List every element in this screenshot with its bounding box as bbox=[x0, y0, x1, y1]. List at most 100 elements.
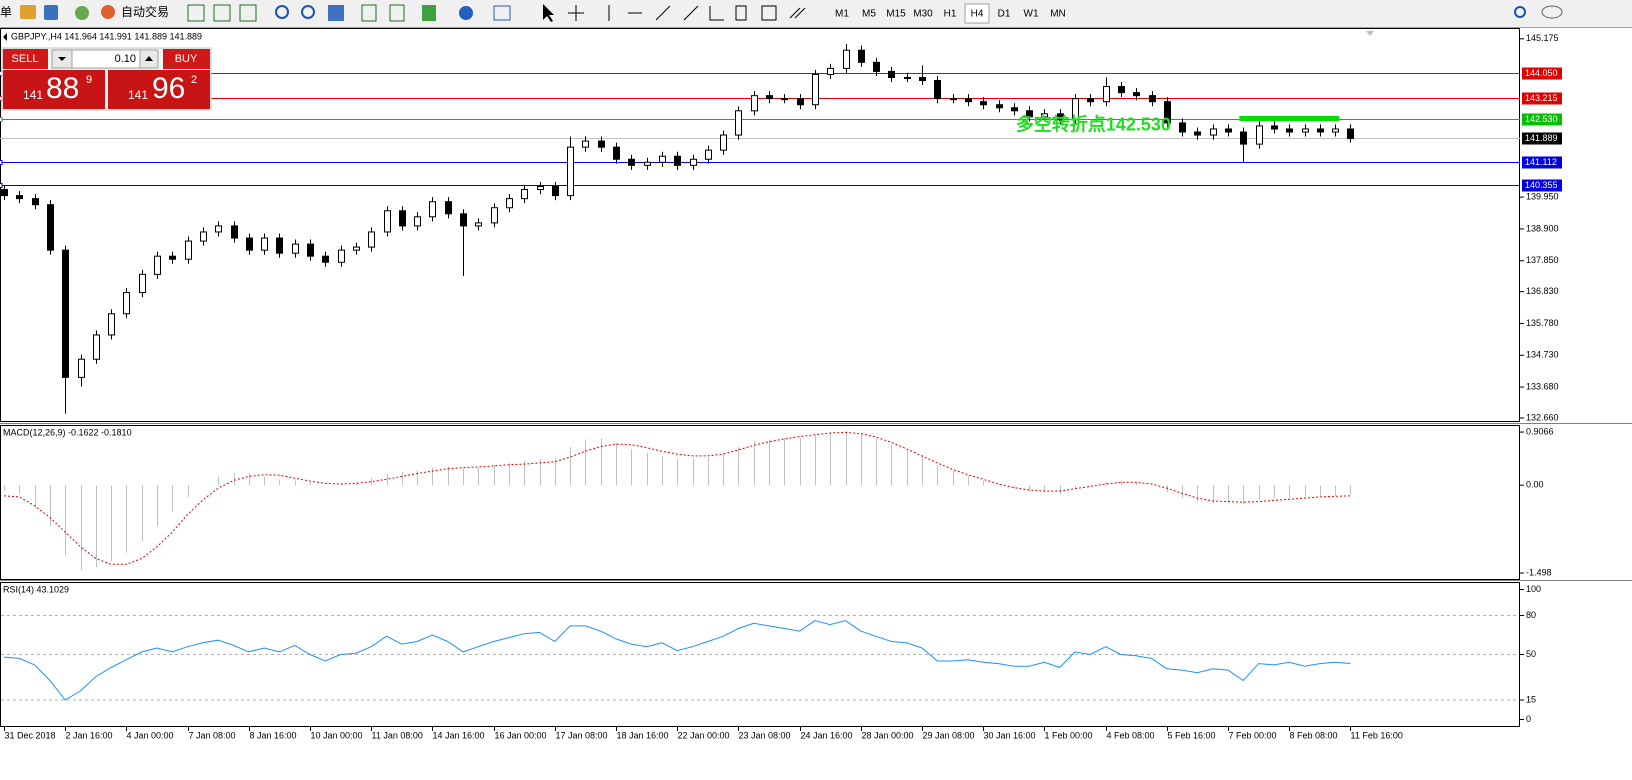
icon[interactable] bbox=[187, 4, 205, 22]
candle-body bbox=[674, 155, 681, 166]
label-tool[interactable] bbox=[761, 5, 777, 21]
buy-price-point[interactable]: 2 bbox=[191, 74, 197, 86]
candle-body bbox=[659, 155, 666, 163]
y-tick-label: 136.830 bbox=[1526, 286, 1559, 296]
x-tick-label: 5 Feb 16:00 bbox=[1168, 730, 1216, 740]
candle-body bbox=[751, 95, 758, 112]
sell-price-box[interactable] bbox=[3, 70, 105, 109]
y-tick-label: 145.175 bbox=[1526, 33, 1559, 43]
candle-body bbox=[1057, 113, 1064, 121]
timeframe-button[interactable]: M15 bbox=[886, 9, 906, 20]
candle-body bbox=[766, 95, 773, 100]
candle-body bbox=[78, 358, 85, 378]
icon[interactable] bbox=[20, 5, 36, 19]
icon[interactable] bbox=[389, 4, 405, 22]
text-tool[interactable] bbox=[735, 5, 747, 21]
candle-body bbox=[338, 249, 345, 263]
pivot-marker bbox=[1239, 115, 1340, 121]
timeframe-button[interactable]: H1 bbox=[944, 9, 957, 20]
chat-icon[interactable] bbox=[1541, 5, 1563, 19]
candle-body bbox=[552, 186, 559, 197]
y-tick-label: 133.680 bbox=[1526, 381, 1559, 391]
buy-button[interactable] bbox=[163, 49, 210, 69]
x-tick-label: 10 Jan 00:00 bbox=[311, 730, 363, 740]
annotation: 多空转折点142.530 bbox=[1016, 114, 1171, 135]
icon[interactable] bbox=[275, 5, 289, 19]
y-tick-label: 0.9066 bbox=[1526, 426, 1554, 436]
lot-value[interactable]: 0.10 bbox=[115, 53, 136, 65]
candle-body bbox=[950, 98, 957, 101]
candle-body bbox=[16, 195, 23, 200]
candle-body bbox=[368, 231, 375, 248]
x-tick-label: 17 Jan 08:00 bbox=[556, 730, 608, 740]
x-tick-label: 11 Jan 08:00 bbox=[372, 730, 423, 740]
icon[interactable] bbox=[493, 5, 511, 21]
line-tools[interactable] bbox=[608, 5, 724, 21]
candle-body bbox=[996, 104, 1003, 109]
icon[interactable] bbox=[239, 4, 257, 22]
menu-item[interactable]: 单 bbox=[0, 5, 12, 19]
icon[interactable] bbox=[75, 6, 89, 20]
buy-price-box[interactable] bbox=[108, 70, 210, 109]
buy-price-big[interactable]: 141 bbox=[128, 88, 148, 102]
candle-body bbox=[567, 146, 574, 197]
arrow bbox=[58, 57, 66, 61]
y-tick-label: 134.730 bbox=[1526, 350, 1559, 360]
timeframe-button[interactable]: D1 bbox=[998, 9, 1011, 20]
x-tick-label: 22 Jan 00:00 bbox=[678, 730, 730, 740]
icon[interactable] bbox=[213, 4, 231, 22]
y-tick-label: 15 bbox=[1526, 694, 1536, 704]
icon[interactable] bbox=[422, 5, 436, 21]
candle-body bbox=[1194, 131, 1201, 136]
timeframe-button[interactable]: M30 bbox=[913, 9, 933, 20]
icon[interactable] bbox=[328, 5, 344, 21]
timeframe-button[interactable]: M1 bbox=[835, 9, 849, 20]
timeframe-active bbox=[964, 3, 990, 24]
sell-label[interactable]: SELL bbox=[12, 53, 39, 65]
candle-body bbox=[47, 204, 54, 251]
candle-body bbox=[1271, 125, 1278, 130]
timeframe-button[interactable]: MN bbox=[1050, 9, 1066, 20]
sell-price-point[interactable]: 9 bbox=[86, 74, 92, 86]
autotrade-button[interactable]: 自动交易 bbox=[121, 4, 169, 19]
y-tick-label: 0 bbox=[1526, 714, 1531, 724]
x-tick-label: 28 Jan 00:00 bbox=[862, 730, 914, 740]
search-icon[interactable] bbox=[1514, 6, 1526, 18]
icon[interactable] bbox=[361, 4, 377, 22]
x-tick-label: 1 Feb 00:00 bbox=[1045, 730, 1093, 740]
autotrade-icon[interactable] bbox=[101, 5, 115, 19]
timeframe-button[interactable]: W1 bbox=[1024, 9, 1039, 20]
shapes-tool[interactable] bbox=[789, 7, 806, 19]
sell-price-pips[interactable]: 88 bbox=[46, 72, 79, 105]
candle-body bbox=[154, 255, 161, 275]
price-label-box bbox=[1522, 179, 1562, 192]
candle-body bbox=[1041, 113, 1048, 118]
timeframe-button[interactable]: H4 bbox=[971, 9, 984, 20]
crosshair-tool[interactable] bbox=[568, 5, 584, 21]
x-tick-label: 18 Jan 16:00 bbox=[617, 730, 669, 740]
buy-price-pips[interactable]: 96 bbox=[152, 72, 185, 105]
timeframe-button[interactable]: M5 bbox=[862, 9, 876, 20]
candle-body bbox=[185, 240, 192, 260]
x-tick-label: 4 Feb 08:00 bbox=[1107, 730, 1155, 740]
candle-body bbox=[980, 101, 987, 106]
icon[interactable] bbox=[44, 5, 58, 20]
candle-body bbox=[1179, 122, 1186, 133]
candle-body bbox=[690, 158, 697, 166]
candle-body bbox=[246, 237, 253, 251]
icon[interactable] bbox=[459, 6, 473, 20]
icon[interactable] bbox=[301, 5, 315, 19]
buy-label[interactable]: BUY bbox=[175, 53, 198, 65]
sell-button[interactable] bbox=[3, 49, 48, 69]
candle-body bbox=[904, 76, 911, 79]
collapse-arrow bbox=[3, 33, 7, 41]
line-anchor bbox=[0, 117, 3, 122]
candle-body bbox=[200, 231, 207, 242]
candle-body bbox=[781, 98, 788, 101]
cursor-tool[interactable] bbox=[543, 4, 554, 22]
candle-body bbox=[1087, 98, 1094, 103]
candle-body bbox=[399, 210, 406, 227]
arrow bbox=[145, 56, 153, 61]
x-tick-label: 4 Jan 00:00 bbox=[127, 730, 174, 740]
sell-price-big[interactable]: 141 bbox=[23, 88, 43, 102]
